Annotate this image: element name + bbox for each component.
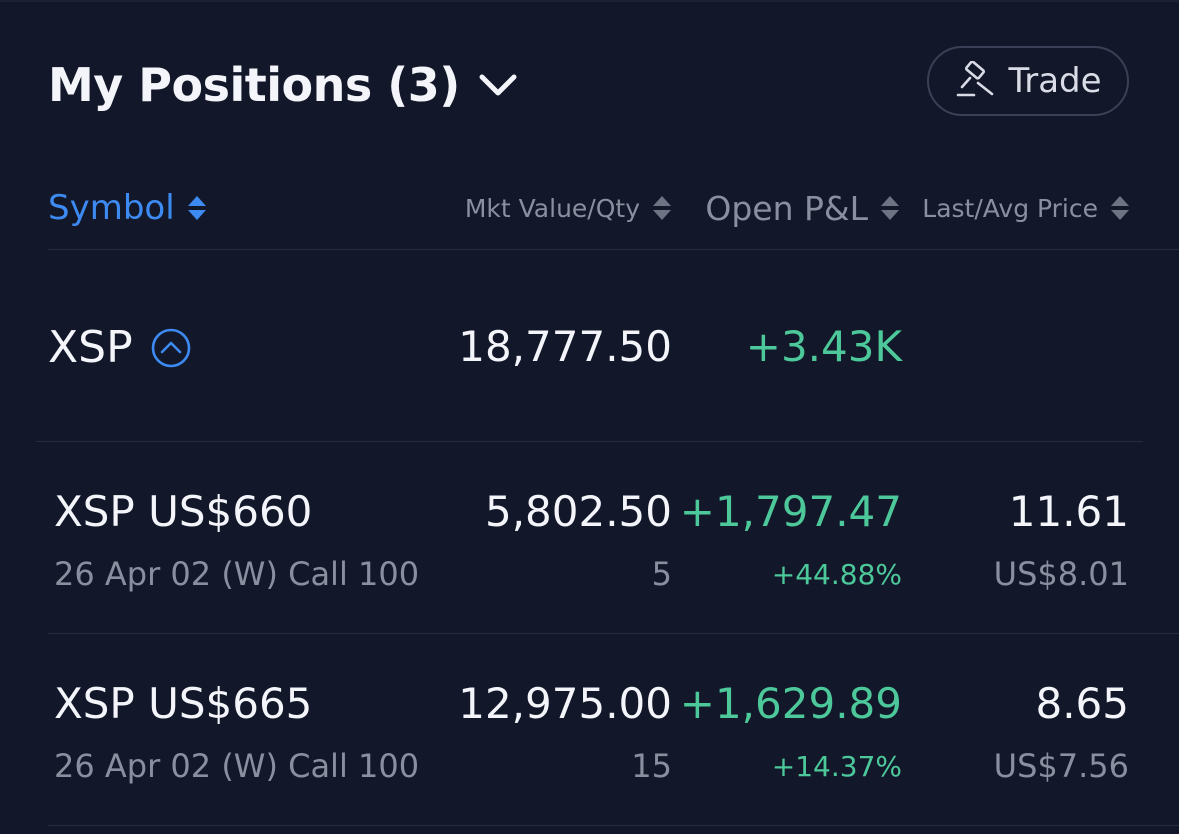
position-qty: 15 [631,747,672,785]
group-open-pnl: +3.43K [745,322,902,371]
top-divider [0,0,1179,2]
position-open-pnl-pct: +14.37% [771,750,902,783]
column-label-open-pnl: Open P&L [705,188,868,228]
position-avg-price: US$8.01 [993,555,1129,593]
sort-icon [652,193,672,223]
positions-title-toggle[interactable]: My Positions (3) [48,54,520,116]
position-detail: 26 Apr 02 (W) Call 100 [54,747,420,785]
row-divider [48,825,1179,826]
position-open-pnl-pct: +44.88% [771,558,902,591]
sort-icon [1110,193,1130,223]
column-label-last-avg-price: Last/Avg Price [922,193,1098,223]
position-name[interactable]: XSP US$665 [54,679,313,728]
column-header-symbol[interactable]: Symbol [48,180,207,236]
sort-icon [880,193,900,223]
header-divider [48,249,1179,250]
position-qty: 5 [651,555,672,593]
chevron-down-icon [476,70,520,100]
sort-icon [187,193,207,223]
position-last-price: 8.65 [1035,679,1129,728]
row-divider [48,633,1179,634]
position-avg-price: US$7.56 [993,747,1129,785]
chevron-up-circle-icon[interactable] [150,327,192,369]
position-last-price: 11.61 [1008,487,1129,536]
column-header-last-avg-price[interactable]: Last/Avg Price [922,180,1130,236]
group-mkt-value: 18,777.50 [458,322,672,371]
position-detail: 26 Apr 02 (W) Call 100 [54,555,420,593]
group-symbol[interactable]: XSP [48,322,133,373]
column-header-mkt-value-qty[interactable]: Mkt Value/Qty [465,180,672,236]
position-mkt-value: 5,802.50 [484,487,672,536]
position-name[interactable]: XSP US$660 [54,487,313,536]
position-open-pnl: +1,797.47 [679,487,902,536]
column-label-mkt-value-qty: Mkt Value/Qty [464,193,640,223]
position-open-pnl: +1,629.89 [679,679,902,728]
group-divider [36,441,1143,442]
trade-label: Trade [1008,61,1102,101]
column-label-symbol: Symbol [48,188,175,228]
gavel-icon [954,61,998,101]
position-mkt-value: 12,975.00 [458,679,672,728]
column-header-open-pnl[interactable]: Open P&L [705,180,900,236]
trade-button[interactable]: Trade [927,46,1129,116]
page-title: My Positions (3) [48,58,460,112]
